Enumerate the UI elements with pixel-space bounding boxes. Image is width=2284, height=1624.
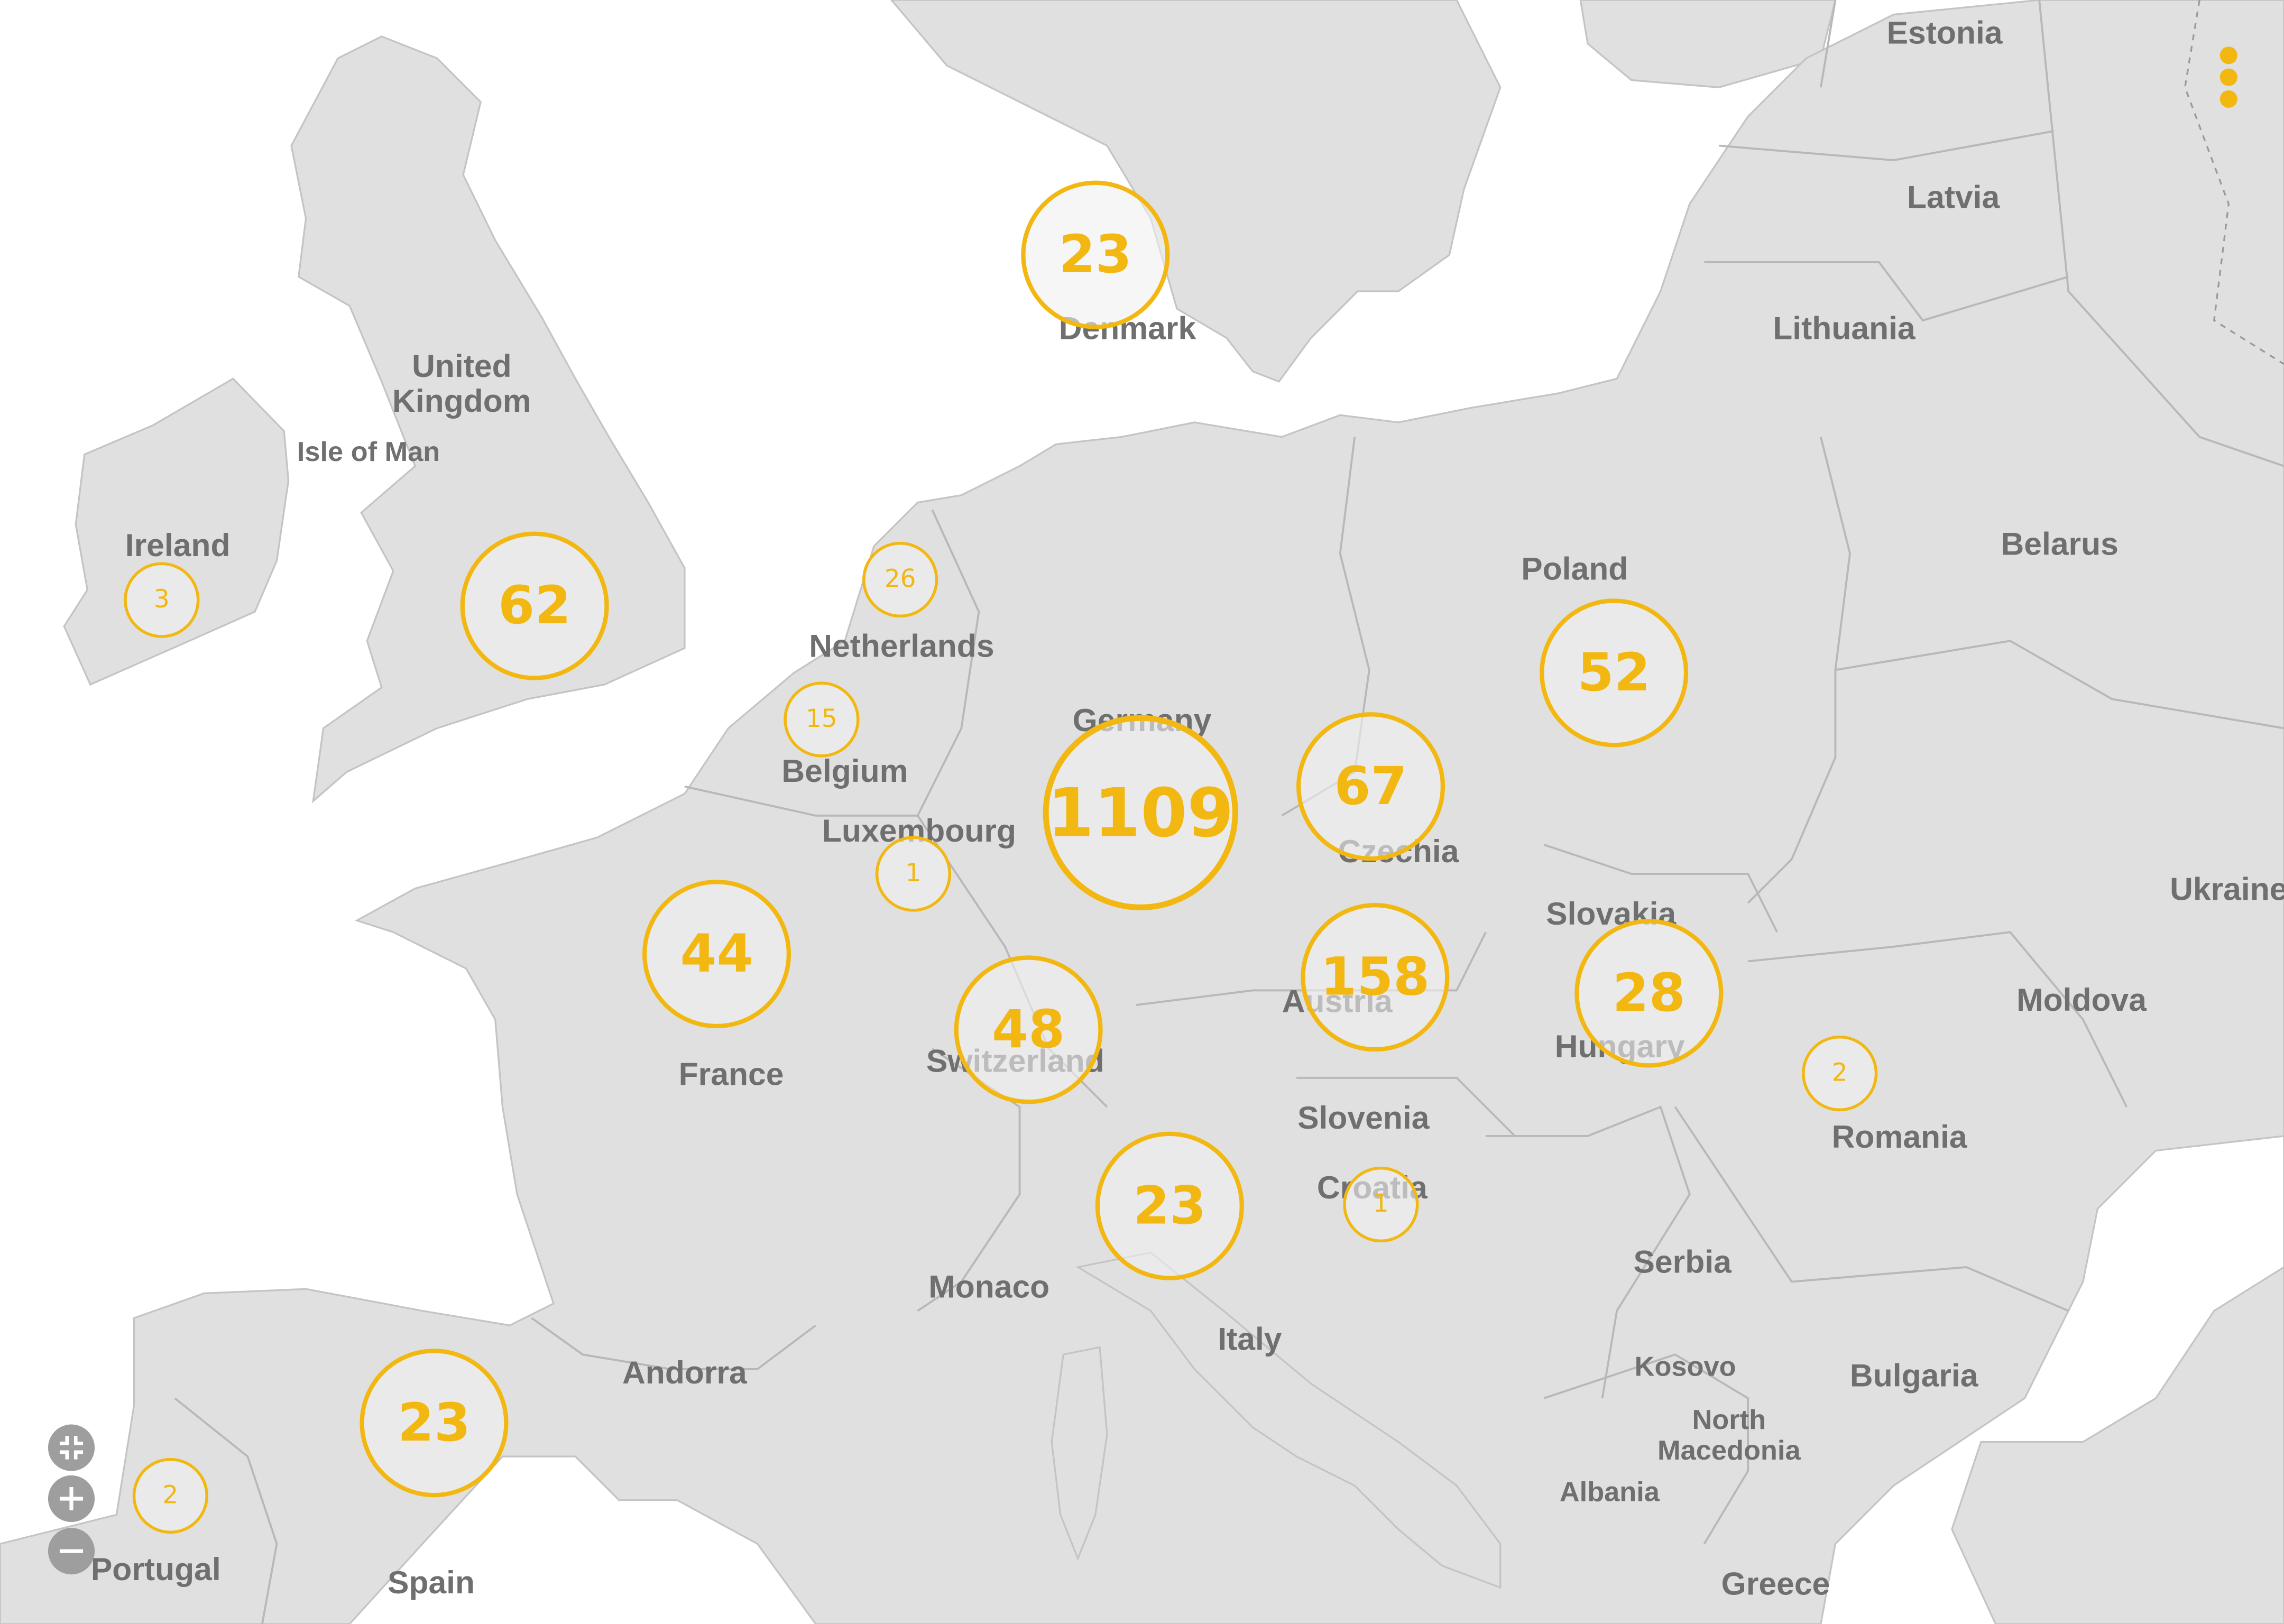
fit-bounds-button[interactable]: [48, 1424, 95, 1471]
cluster-marker-czechia[interactable]: 67: [1296, 712, 1445, 861]
cluster-marker-croatia[interactable]: 1: [1343, 1166, 1419, 1243]
label-estonia: Estonia: [1886, 14, 2003, 51]
label-united-kingdom: United Kingdom: [392, 347, 531, 420]
cluster-marker-spain[interactable]: 23: [360, 1349, 509, 1498]
cluster-marker-romania[interactable]: 2: [1802, 1035, 1878, 1112]
cluster-marker-switzerland[interactable]: 48: [954, 955, 1103, 1104]
label-bulgaria: Bulgaria: [1849, 1357, 1978, 1394]
label-kosovo: Kosovo: [1634, 1352, 1736, 1383]
cluster-marker-denmark[interactable]: 23: [1021, 180, 1170, 329]
cluster-marker-netherlands[interactable]: 26: [862, 541, 938, 618]
cluster-marker-hungary[interactable]: 28: [1574, 919, 1724, 1068]
zoom-out-button[interactable]: [48, 1528, 95, 1575]
label-poland: Poland: [1521, 550, 1628, 587]
dashed-border-east: [2184, 0, 2284, 365]
label-isle-of-man: Isle of Man: [297, 438, 440, 468]
label-north-macedonia: North Macedonia: [1657, 1405, 1801, 1467]
cluster-marker-uk[interactable]: 62: [460, 531, 609, 680]
label-latvia: Latvia: [1907, 179, 2000, 216]
plus-icon: [59, 1487, 84, 1511]
cluster-marker-portugal[interactable]: 2: [132, 1457, 208, 1534]
cluster-marker-luxembourg[interactable]: 1: [875, 836, 952, 912]
cluster-marker-france[interactable]: 44: [642, 880, 791, 1029]
label-moldova: Moldova: [2016, 981, 2147, 1018]
cluster-marker-ireland[interactable]: 3: [124, 562, 200, 638]
label-italy: Italy: [1218, 1321, 1282, 1358]
label-spain: Spain: [387, 1564, 475, 1601]
minus-icon: [59, 1549, 84, 1553]
label-belgium: Belgium: [781, 753, 908, 790]
land-ireland: [63, 377, 290, 686]
label-romania: Romania: [1831, 1118, 1967, 1155]
land-italy: [1075, 1251, 1502, 1589]
label-albania: Albania: [1559, 1478, 1660, 1509]
more-vertical-icon: [2219, 47, 2237, 64]
label-ukraine: Ukraine: [2170, 871, 2284, 908]
label-serbia: Serbia: [1633, 1243, 1732, 1280]
cluster-marker-italy[interactable]: 23: [1095, 1131, 1244, 1280]
cluster-marker-poland[interactable]: 52: [1540, 598, 1689, 748]
label-france: France: [678, 1056, 784, 1093]
label-andorra: Andorra: [622, 1354, 747, 1391]
fit-bounds-icon: [59, 1436, 84, 1460]
label-belarus: Belarus: [2001, 525, 2119, 562]
zoom-in-button[interactable]: [48, 1475, 95, 1522]
land-sardinia: [1051, 1346, 1108, 1561]
label-netherlands: Netherlands: [809, 628, 994, 665]
cluster-marker-austria[interactable]: 158: [1301, 903, 1450, 1052]
cluster-marker-germany[interactable]: 1109: [1043, 715, 1238, 910]
more-vertical-icon-dot: [2219, 90, 2237, 108]
label-ireland: Ireland: [125, 527, 231, 564]
cluster-marker-belgium[interactable]: 15: [784, 681, 860, 758]
label-portugal: Portugal: [90, 1551, 221, 1588]
more-vertical-icon-dot: [2219, 68, 2237, 86]
label-monaco: Monaco: [928, 1268, 1050, 1305]
land-finland: [1579, 0, 1837, 88]
label-lithuania: Lithuania: [1773, 310, 1915, 347]
land-scandinavia: [890, 0, 1502, 383]
label-greece: Greece: [1721, 1565, 1830, 1602]
label-slovenia: Slovenia: [1297, 1099, 1430, 1136]
more-menu-button[interactable]: [2211, 44, 2246, 111]
